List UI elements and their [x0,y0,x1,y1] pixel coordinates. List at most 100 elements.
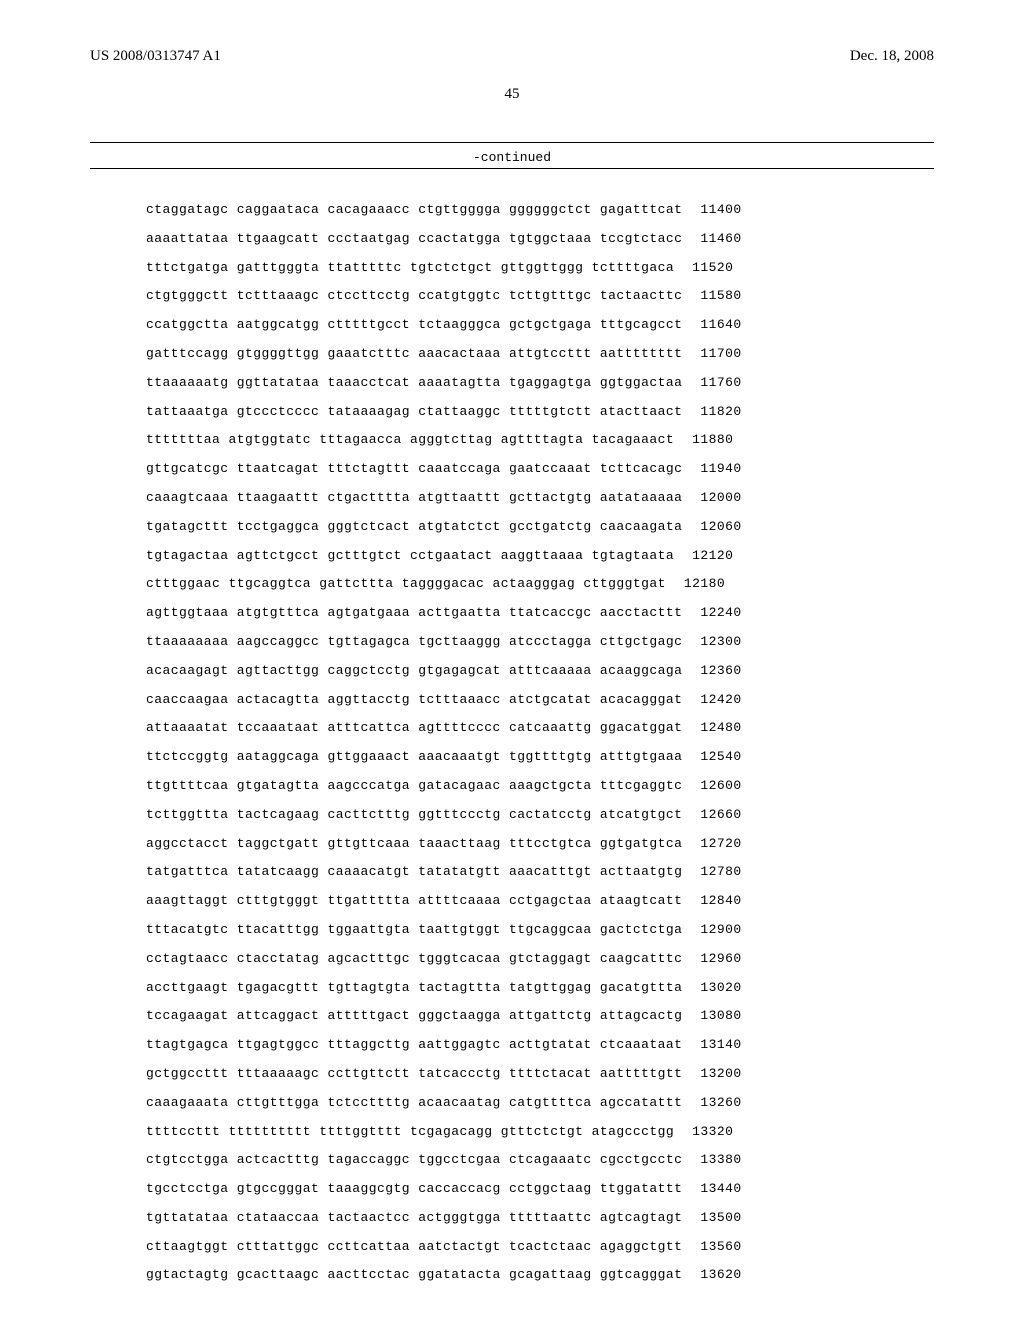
sequence-line: gctggccttt tttaaaaagc ccttgttctt tatcacc… [146,1060,742,1089]
sequence-text: cctagtaacc ctacctatag agcactttgc tgggtca… [146,951,682,966]
sequence-text: ttaaaaaaaa aagccaggcc tgttagagca tgcttaa… [146,634,682,649]
sequence-position: 13140 [700,1031,741,1060]
sequence-text: tttctgatga gatttgggta ttatttttc tgtctctg… [146,260,674,275]
sequence-line: tgttatataa ctataaccaa tactaactcc actgggt… [146,1204,742,1233]
sequence-position: 13260 [700,1089,741,1118]
rule-top [90,142,934,143]
sequence-line: cctagtaacc ctacctatag agcactttgc tgggtca… [146,945,742,974]
sequence-position: 13380 [700,1146,741,1175]
continued-label: -continued [0,150,1024,165]
sequence-text: tcttggttta tactcagaag cacttctttg ggtttcc… [146,807,682,822]
sequence-listing: ctaggatagc caggaataca cacagaaacc ctgttgg… [146,196,742,1290]
sequence-line: gttgcatcgc ttaatcagat tttctagttt caaatcc… [146,455,742,484]
sequence-position: 12360 [700,657,741,686]
sequence-text: caaccaagaa actacagtta aggttacctg tctttaa… [146,692,682,707]
sequence-text: aggcctacct taggctgatt gttgttcaaa taaactt… [146,836,682,851]
sequence-position: 11700 [700,340,741,369]
sequence-line: aaaattataa ttgaagcatt ccctaatgag ccactat… [146,225,742,254]
sequence-text: aaagttaggt ctttgtgggt ttgattttta attttca… [146,893,682,908]
sequence-line: tatgatttca tatatcaagg caaaacatgt tatatat… [146,858,742,887]
sequence-text: ttaaaaaatg ggttatataa taaacctcat aaaatag… [146,375,682,390]
sequence-text: aaaattataa ttgaagcatt ccctaatgag ccactat… [146,231,682,246]
sequence-position: 13080 [700,1002,741,1031]
sequence-text: caaagaaata cttgtttgga tctccttttg acaacaa… [146,1095,682,1110]
sequence-text: gatttccagg gtggggttgg gaaatctttc aaacact… [146,346,682,361]
sequence-line: acacaagagt agttacttgg caggctcctg gtgagag… [146,657,742,686]
sequence-position: 12960 [700,945,741,974]
sequence-text: tttacatgtc ttacatttgg tggaattgta taattgt… [146,922,682,937]
sequence-text: ctgtgggctt tctttaaagc ctccttcctg ccatgtg… [146,288,682,303]
page-number: 45 [0,86,1024,103]
sequence-line: tgtagactaa agttctgcct gctttgtct cctgaata… [146,542,742,571]
sequence-line: ttctccggtg aataggcaga gttggaaact aaacaaa… [146,743,742,772]
sequence-line: agttggtaaa atgtgtttca agtgatgaaa acttgaa… [146,599,742,628]
sequence-text: accttgaagt tgagacgttt tgttagtgta tactagt… [146,980,682,995]
sequence-position: 12660 [700,801,741,830]
sequence-line: ctaggatagc caggaataca cacagaaacc ctgttgg… [146,196,742,225]
sequence-position: 13560 [700,1233,741,1262]
sequence-position: 11820 [700,398,741,427]
sequence-position: 13200 [700,1060,741,1089]
sequence-position: 12600 [700,772,741,801]
sequence-text: tgatagcttt tcctgaggca gggtctcact atgtatc… [146,519,682,534]
sequence-line: ttaaaaaatg ggttatataa taaacctcat aaaatag… [146,369,742,398]
sequence-text: ctaggatagc caggaataca cacagaaacc ctgttgg… [146,202,682,217]
sequence-line: ccatggctta aatggcatgg ctttttgcct tctaagg… [146,311,742,340]
sequence-line: ctgtgggctt tctttaaagc ctccttcctg ccatgtg… [146,282,742,311]
sequence-text: acacaagagt agttacttgg caggctcctg gtgagag… [146,663,682,678]
sequence-position: 11520 [692,254,733,283]
sequence-line: gatttccagg gtggggttgg gaaatctttc aaacact… [146,340,742,369]
sequence-position: 12480 [700,714,741,743]
sequence-text: cttaagtggt ctttattggc ccttcattaa aatctac… [146,1239,682,1254]
sequence-text: gctggccttt tttaaaaagc ccttgttctt tatcacc… [146,1066,682,1081]
rule-bottom [90,168,934,169]
sequence-text: caaagtcaaa ttaagaattt ctgactttta atgttaa… [146,490,682,505]
sequence-line: accttgaagt tgagacgttt tgttagtgta tactagt… [146,974,742,1003]
sequence-position: 12720 [700,830,741,859]
sequence-line: tttttttaa atgtggtatc tttagaacca agggtctt… [146,426,742,455]
sequence-text: tgtagactaa agttctgcct gctttgtct cctgaata… [146,548,674,563]
sequence-line: caaagaaata cttgtttgga tctccttttg acaacaa… [146,1089,742,1118]
sequence-position: 11880 [692,426,733,455]
sequence-text: ctttggaac ttgcaggtca gattcttta taggggaca… [146,576,666,591]
sequence-text: tgttatataa ctataaccaa tactaactcc actgggt… [146,1210,682,1225]
sequence-line: tttctgatga gatttgggta ttatttttc tgtctctg… [146,254,742,283]
patent-page: US 2008/0313747 A1 Dec. 18, 2008 45 -con… [0,0,1024,1320]
sequence-position: 12300 [700,628,741,657]
sequence-position: 11940 [700,455,741,484]
sequence-text: gttgcatcgc ttaatcagat tttctagttt caaatcc… [146,461,682,476]
sequence-position: 12840 [700,887,741,916]
header-patent-number: US 2008/0313747 A1 [90,48,221,65]
sequence-text: ttttccttt tttttttttt ttttggtttt tcgagaca… [146,1124,674,1139]
sequence-position: 13320 [692,1118,733,1147]
sequence-line: tccagaagat attcaggact atttttgact gggctaa… [146,1002,742,1031]
sequence-line: ttttccttt tttttttttt ttttggtttt tcgagaca… [146,1118,742,1147]
sequence-line: ggtactagtg gcacttaagc aacttcctac ggatata… [146,1261,742,1290]
sequence-text: ctgtcctgga actcactttg tagaccaggc tggcctc… [146,1152,682,1167]
sequence-line: caaccaagaa actacagtta aggttacctg tctttaa… [146,686,742,715]
sequence-position: 12240 [700,599,741,628]
sequence-position: 11400 [700,196,741,225]
header-date: Dec. 18, 2008 [850,48,934,65]
sequence-position: 12060 [700,513,741,542]
sequence-text: attaaaatat tccaaataat atttcattca agttttc… [146,720,682,735]
sequence-position: 13620 [700,1261,741,1290]
sequence-line: ttagtgagca ttgagtggcc tttaggcttg aattgga… [146,1031,742,1060]
sequence-position: 12900 [700,916,741,945]
sequence-position: 12000 [700,484,741,513]
sequence-text: ttagtgagca ttgagtggcc tttaggcttg aattgga… [146,1037,682,1052]
sequence-line: tttacatgtc ttacatttgg tggaattgta taattgt… [146,916,742,945]
sequence-position: 11640 [700,311,741,340]
sequence-text: ttgttttcaa gtgatagtta aagcccatga gatacag… [146,778,682,793]
sequence-text: tttttttaa atgtggtatc tttagaacca agggtctt… [146,432,674,447]
sequence-line: tattaaatga gtccctcccc tataaaagag ctattaa… [146,398,742,427]
sequence-text: ttctccggtg aataggcaga gttggaaact aaacaaa… [146,749,682,764]
sequence-text: tccagaagat attcaggact atttttgact gggctaa… [146,1008,682,1023]
sequence-position: 11760 [700,369,741,398]
sequence-text: tgcctcctga gtgccgggat taaaggcgtg caccacc… [146,1181,682,1196]
sequence-position: 12120 [692,542,733,571]
sequence-position: 12540 [700,743,741,772]
sequence-position: 12780 [700,858,741,887]
sequence-line: attaaaatat tccaaataat atttcattca agttttc… [146,714,742,743]
sequence-line: tgatagcttt tcctgaggca gggtctcact atgtatc… [146,513,742,542]
